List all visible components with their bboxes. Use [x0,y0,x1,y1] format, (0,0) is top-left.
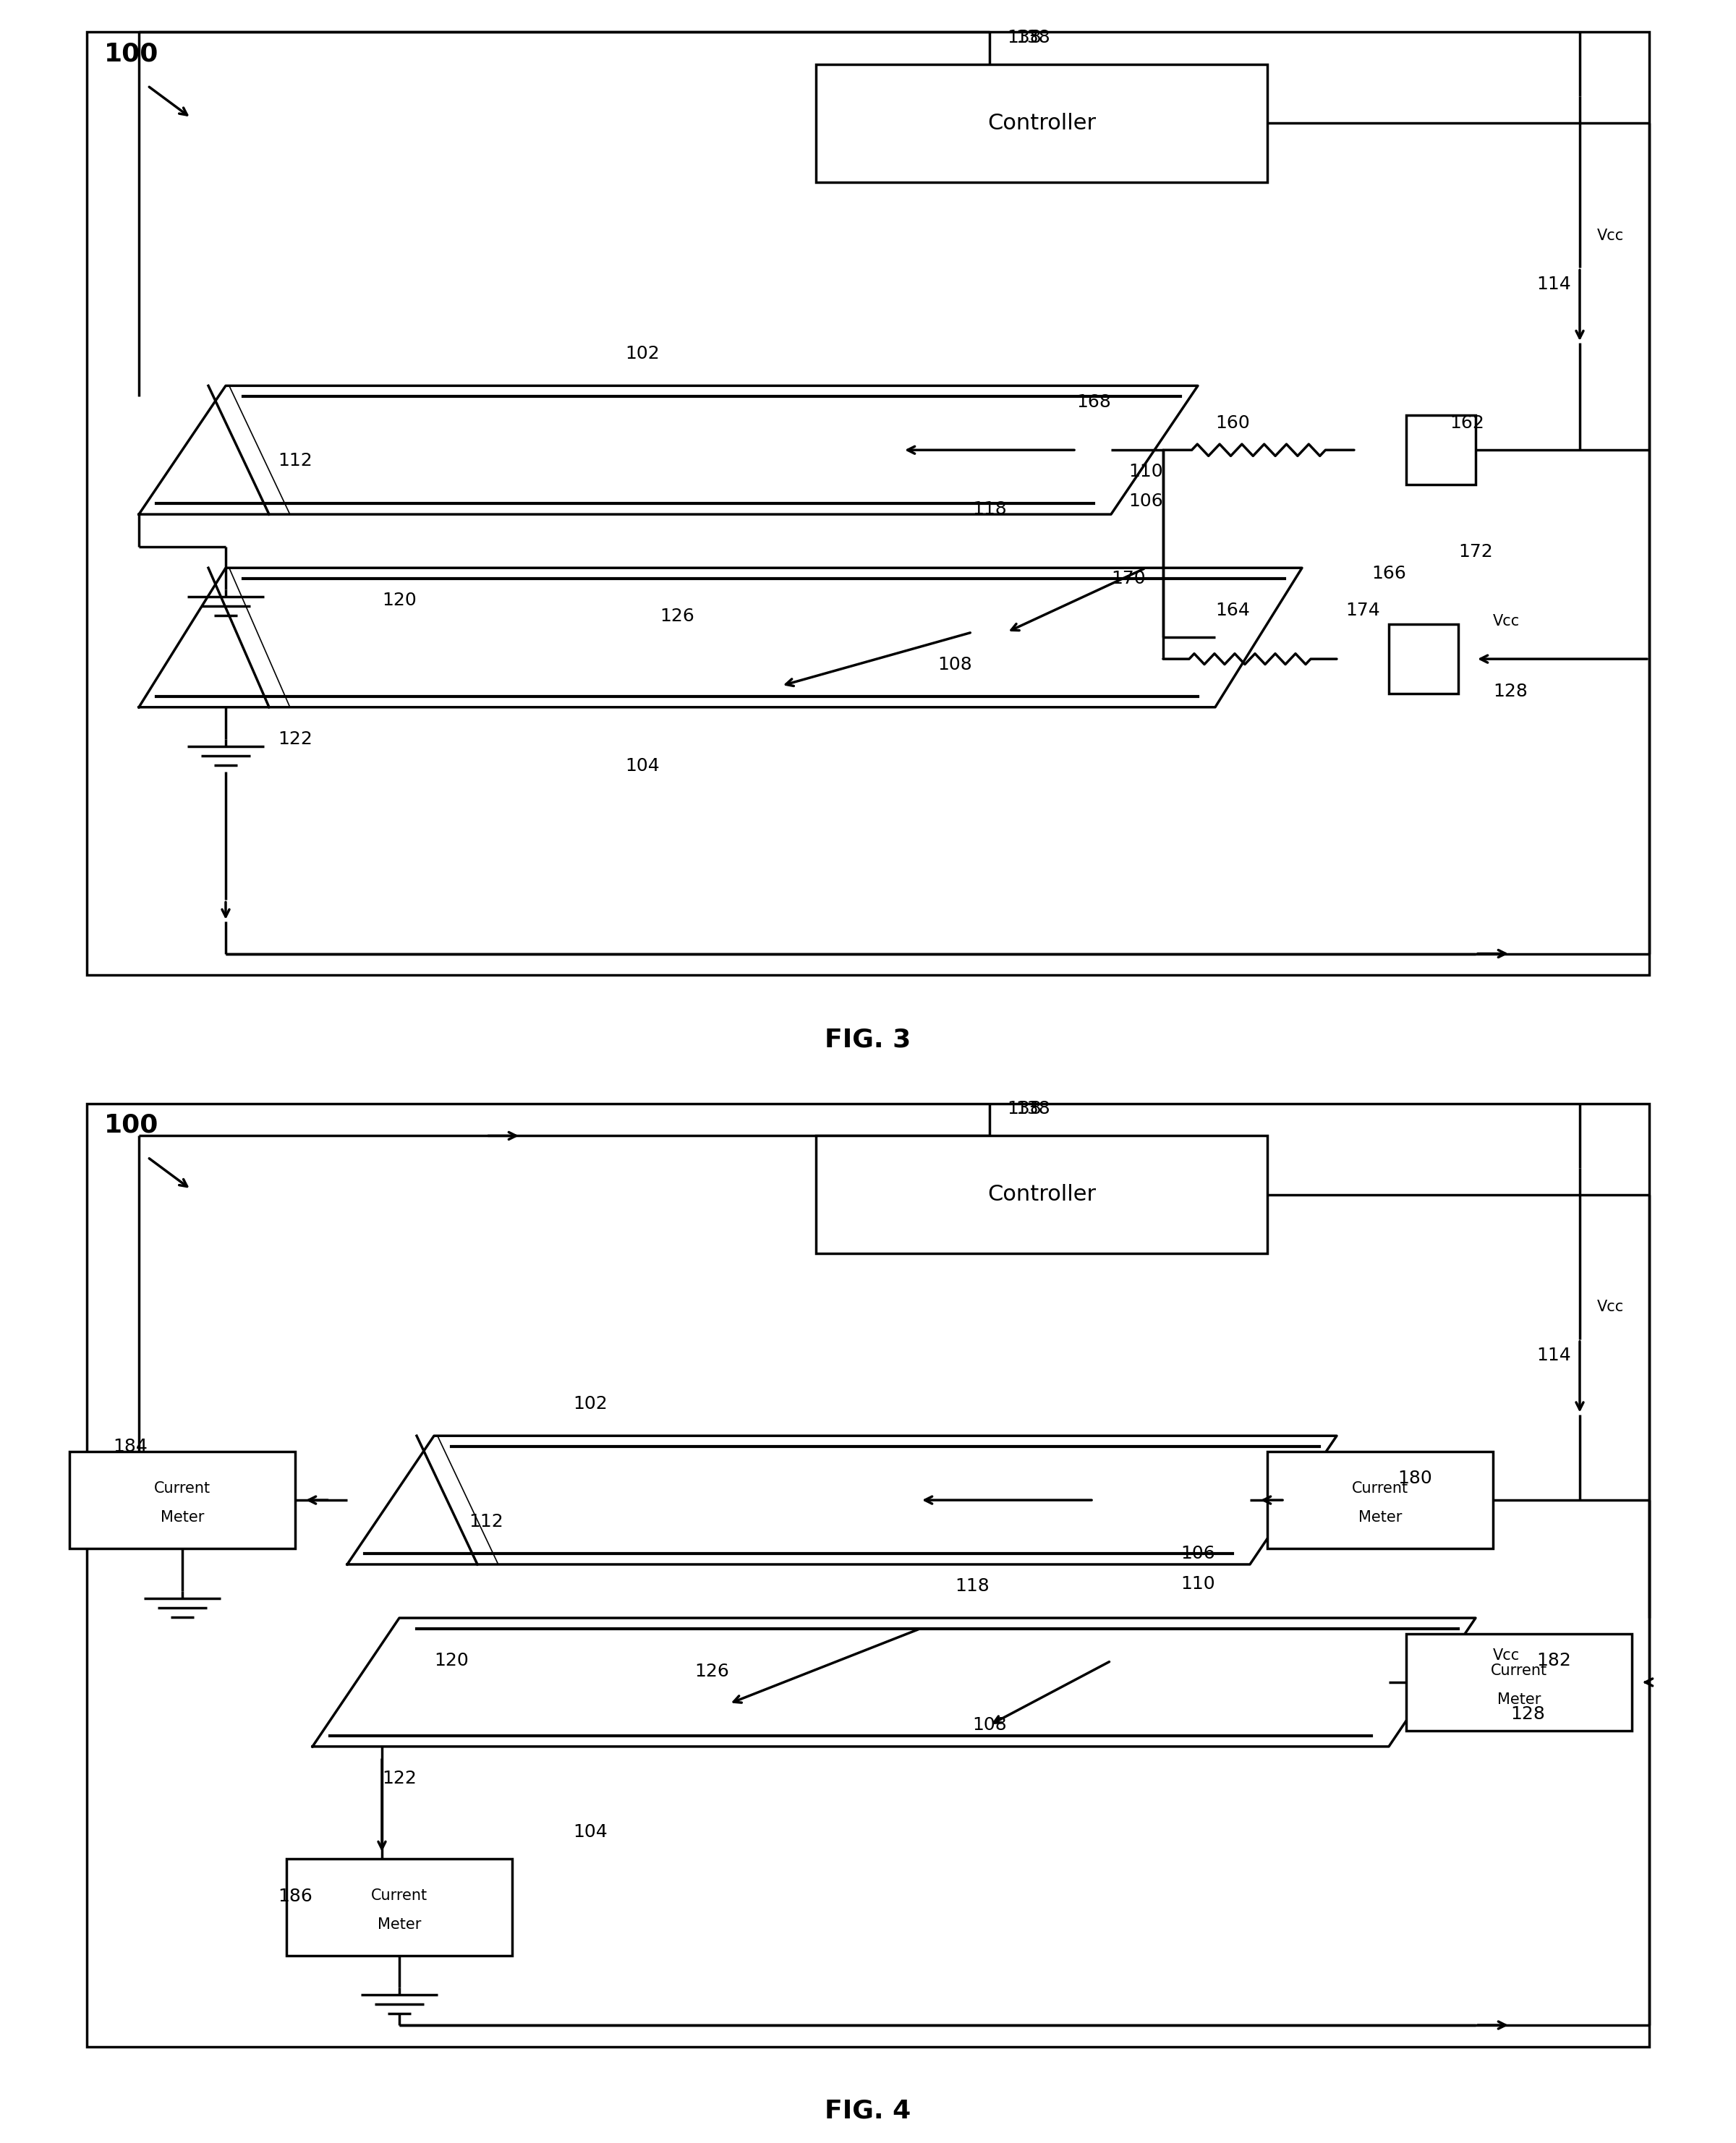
Text: 110: 110 [1128,463,1163,480]
Text: Meter: Meter [1358,1511,1403,1524]
Text: 168: 168 [1076,392,1111,411]
Bar [1406,416,1476,484]
Text: 138: 138 [1007,1099,1042,1119]
Text: 100: 100 [104,1112,158,1138]
Text: 126: 126 [694,1663,729,1680]
Text: 128: 128 [1510,1706,1545,1723]
Text: 186: 186 [278,1888,312,1905]
Text: 104: 104 [625,756,660,776]
Text: 120: 120 [382,591,417,609]
Text: 162: 162 [1450,414,1484,433]
Text: 184: 184 [113,1438,148,1455]
Text: 118: 118 [972,499,1007,519]
Text: 102: 102 [625,345,660,362]
Text: Current: Current [1352,1481,1408,1496]
Text: 174: 174 [1345,602,1380,619]
Bar [87,1104,1649,2047]
Text: 112: 112 [278,452,312,469]
Text: Vcc: Vcc [1597,1301,1625,1314]
Text: 166: 166 [1371,564,1406,583]
Text: 102: 102 [573,1395,608,1412]
Text: 108: 108 [937,656,972,673]
Text: 104: 104 [573,1824,608,1841]
Text: 180: 180 [1397,1470,1432,1487]
Text: 106: 106 [1180,1545,1215,1562]
Text: 120: 120 [434,1652,469,1669]
Text: 118: 118 [955,1577,990,1594]
Text: 100: 100 [104,41,158,66]
Text: Vcc: Vcc [1597,229,1625,242]
Bar [69,1453,295,1547]
Bar [816,1136,1267,1254]
Text: Current: Current [155,1481,210,1496]
Bar [1389,624,1458,694]
Text: 106: 106 [1128,493,1163,510]
Text: 108: 108 [972,1717,1007,1734]
Text: 182: 182 [1536,1652,1571,1669]
Text: Meter: Meter [160,1511,205,1524]
Text: 172: 172 [1458,542,1493,561]
Text: 164: 164 [1215,602,1250,619]
Bar [286,1860,512,1954]
Text: Vcc: Vcc [1493,615,1521,628]
Text: FIG. 3: FIG. 3 [825,1026,911,1052]
Text: Vcc: Vcc [1493,1648,1521,1663]
Text: 160: 160 [1215,414,1250,433]
Text: Meter: Meter [377,1918,422,1931]
Text: Controller: Controller [988,114,1095,133]
Text: 114: 114 [1536,1346,1571,1365]
Text: Current: Current [1491,1663,1547,1678]
Text: 112: 112 [469,1513,503,1530]
Text: Current: Current [372,1888,427,1903]
Text: 138: 138 [1016,28,1050,47]
Text: 114: 114 [1536,274,1571,294]
Text: 122: 122 [278,731,312,748]
Text: 110: 110 [1180,1575,1215,1592]
Text: 128: 128 [1493,681,1528,701]
Bar [87,32,1649,975]
Text: 170: 170 [1111,570,1146,587]
Bar [1406,1633,1632,1732]
Bar [816,64,1267,182]
Text: FIG. 4: FIG. 4 [825,2098,911,2124]
Text: 122: 122 [382,1770,417,1787]
Text: Controller: Controller [988,1185,1095,1204]
Text: 138: 138 [1016,1099,1050,1119]
Text: 138: 138 [1007,28,1042,47]
Text: 126: 126 [660,606,694,626]
Text: Meter: Meter [1496,1693,1542,1706]
Bar [1267,1453,1493,1547]
